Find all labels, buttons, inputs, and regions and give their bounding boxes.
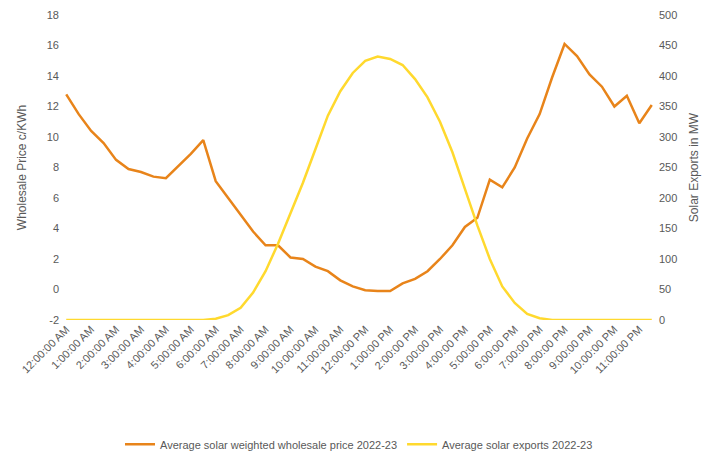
svg-text:6:00:00 AM: 6:00:00 AM: [173, 323, 221, 371]
svg-text:Average solar weighted wholesa: Average solar weighted wholesale price 2…: [160, 439, 397, 451]
svg-text:350: 350: [659, 100, 677, 112]
svg-text:7:00:00 AM: 7:00:00 AM: [198, 323, 246, 371]
svg-text:4:00:00 PM: 4:00:00 PM: [422, 323, 470, 371]
svg-text:14: 14: [47, 70, 59, 82]
svg-text:400: 400: [659, 70, 677, 82]
svg-text:-2: -2: [49, 314, 59, 326]
svg-text:18: 18: [47, 9, 59, 21]
svg-text:9:00:00 AM: 9:00:00 AM: [248, 323, 296, 371]
svg-text:0: 0: [659, 314, 665, 326]
svg-text:12:00:00 AM: 12:00:00 AM: [19, 323, 71, 375]
svg-text:450: 450: [659, 39, 677, 51]
svg-text:12:00:00 PM: 12:00:00 PM: [318, 323, 371, 376]
svg-text:10:00:00 AM: 10:00:00 AM: [269, 323, 321, 375]
svg-text:10: 10: [47, 131, 59, 143]
svg-text:150: 150: [659, 222, 677, 234]
svg-text:16: 16: [47, 39, 59, 51]
svg-text:Average solar exports 2022-23: Average solar exports 2022-23: [442, 439, 592, 451]
svg-text:2: 2: [53, 253, 59, 265]
svg-text:500: 500: [659, 9, 677, 21]
svg-text:5:00:00 AM: 5:00:00 AM: [148, 323, 196, 371]
svg-text:2:00:00 AM: 2:00:00 AM: [74, 323, 122, 371]
svg-text:10:00:00 PM: 10:00:00 PM: [567, 323, 620, 376]
svg-text:7:00:00 PM: 7:00:00 PM: [497, 323, 545, 371]
svg-text:11:00:00 AM: 11:00:00 AM: [294, 323, 346, 375]
svg-text:Wholesale Price c/KWh: Wholesale Price c/KWh: [15, 105, 29, 230]
svg-text:6: 6: [53, 192, 59, 204]
svg-text:8:00:00 PM: 8:00:00 PM: [522, 323, 570, 371]
svg-text:11:00:00 PM: 11:00:00 PM: [593, 323, 645, 375]
svg-text:200: 200: [659, 192, 677, 204]
svg-text:0: 0: [53, 283, 59, 295]
svg-text:4:00:00 AM: 4:00:00 AM: [123, 323, 171, 371]
svg-text:100: 100: [659, 253, 677, 265]
svg-text:8:00:00 AM: 8:00:00 AM: [223, 323, 271, 371]
svg-text:1:00:00 PM: 1:00:00 PM: [347, 323, 395, 371]
svg-text:5:00:00 PM: 5:00:00 PM: [447, 323, 495, 371]
svg-text:2:00:00 PM: 2:00:00 PM: [372, 323, 420, 371]
svg-text:3:00:00 PM: 3:00:00 PM: [397, 323, 445, 371]
svg-text:1:00:00 AM: 1:00:00 AM: [49, 323, 97, 371]
svg-text:Solar Exports in MW: Solar Exports in MW: [687, 112, 701, 222]
svg-text:8: 8: [53, 161, 59, 173]
svg-text:50: 50: [659, 283, 671, 295]
svg-text:12: 12: [47, 100, 59, 112]
svg-text:6:00:00 PM: 6:00:00 PM: [472, 323, 520, 371]
svg-text:300: 300: [659, 131, 677, 143]
svg-text:9:00:00 PM: 9:00:00 PM: [547, 323, 595, 371]
svg-text:250: 250: [659, 161, 677, 173]
svg-text:3:00:00 AM: 3:00:00 AM: [98, 323, 146, 371]
svg-text:4: 4: [53, 222, 59, 234]
